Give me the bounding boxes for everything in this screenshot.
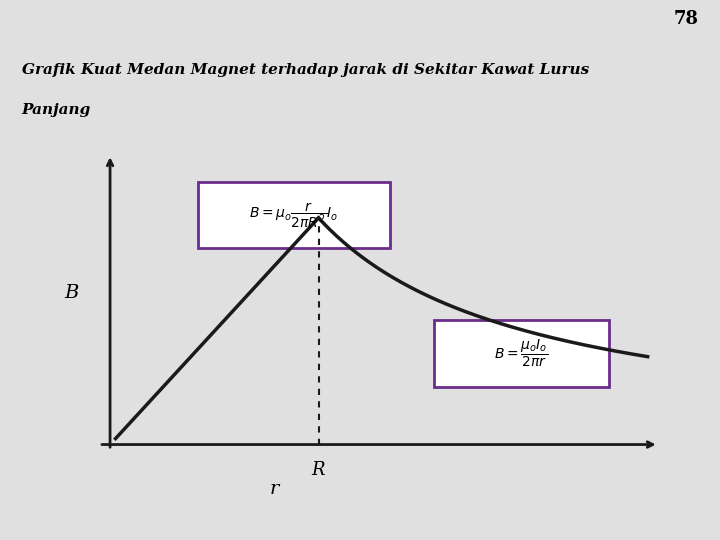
FancyBboxPatch shape: [433, 320, 609, 387]
Text: R: R: [312, 461, 325, 479]
Text: $B = \dfrac{\mu_o I_o}{2\pi r}$: $B = \dfrac{\mu_o I_o}{2\pi r}$: [495, 338, 549, 369]
Text: Panjang: Panjang: [22, 103, 91, 117]
Text: Grafik Kuat Medan Magnet terhadap jarak di Sekitar Kawat Lurus: Grafik Kuat Medan Magnet terhadap jarak …: [22, 63, 589, 77]
Text: r: r: [270, 481, 279, 498]
FancyBboxPatch shape: [198, 182, 390, 248]
Text: $B = \mu_o \dfrac{r}{2\pi R^2} I_o$: $B = \mu_o \dfrac{r}{2\pi R^2} I_o$: [249, 200, 338, 230]
Text: 78: 78: [673, 10, 698, 28]
Text: B: B: [65, 284, 79, 301]
